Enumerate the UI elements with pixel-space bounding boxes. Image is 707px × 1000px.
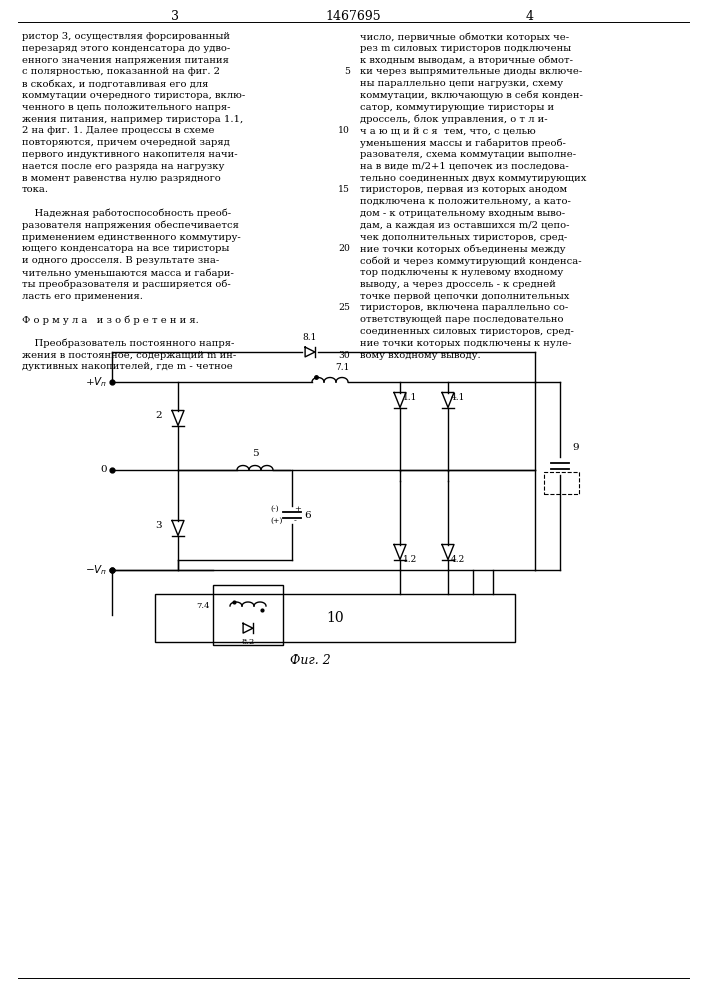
Text: уменьшения массы и габаритов преоб-: уменьшения массы и габаритов преоб- — [360, 138, 566, 148]
Text: ние точки которых объединены между: ние точки которых объединены между — [360, 244, 566, 254]
Text: ристор 3, осуществляя форсированный: ристор 3, осуществляя форсированный — [22, 32, 230, 41]
Text: 1467695: 1467695 — [325, 9, 381, 22]
Text: коммутации очередного тиристора, вклю-: коммутации очередного тиристора, вклю- — [22, 91, 245, 100]
Text: ние точки которых подключены к нуле-: ние точки которых подключены к нуле- — [360, 339, 571, 348]
Text: 10: 10 — [326, 611, 344, 625]
Text: тельно соединенных двух коммутирующих: тельно соединенных двух коммутирующих — [360, 174, 586, 183]
Text: 9: 9 — [572, 444, 578, 452]
Text: 8.1: 8.1 — [303, 333, 317, 342]
Text: дам, а каждая из оставшихся m/2 цепо-: дам, а каждая из оставшихся m/2 цепо- — [360, 221, 570, 230]
Text: жения питания, например тиристора 1.1,: жения питания, например тиристора 1.1, — [22, 115, 243, 124]
Text: тор подключены к нулевому входному: тор подключены к нулевому входному — [360, 268, 563, 277]
Text: енного значения напряжения питания: енного значения напряжения питания — [22, 56, 229, 65]
Text: к входным выводам, а вторичные обмот-: к входным выводам, а вторичные обмот- — [360, 56, 573, 65]
Text: +: + — [294, 505, 301, 513]
Text: рез m силовых тиристоров подключены: рез m силовых тиристоров подключены — [360, 44, 571, 53]
Text: 5: 5 — [344, 67, 350, 76]
Text: применением единственного коммутиру-: применением единственного коммутиру- — [22, 233, 241, 242]
Text: дроссель, блок управления, о т л и-: дроссель, блок управления, о т л и- — [360, 115, 548, 124]
Text: 2 на фиг. 1. Далее процессы в схеме: 2 на фиг. 1. Далее процессы в схеме — [22, 126, 214, 135]
Text: в момент равенства нулю разрядного: в момент равенства нулю разрядного — [22, 174, 221, 183]
Text: 3: 3 — [171, 9, 179, 22]
Text: $-V_п$: $-V_п$ — [85, 563, 107, 577]
Text: ч а ю щ и й с я  тем, что, с целью: ч а ю щ и й с я тем, что, с целью — [360, 126, 536, 135]
Text: Надежная работоспособность преоб-: Надежная работоспособность преоб- — [22, 209, 231, 219]
Text: выводу, а через дроссель - к средней: выводу, а через дроссель - к средней — [360, 280, 556, 289]
Text: 3: 3 — [156, 520, 162, 530]
Bar — [155, 594, 515, 642]
Text: первого индуктивного накопителя начи-: первого индуктивного накопителя начи- — [22, 150, 238, 159]
Text: Преобразователь постоянного напря-: Преобразователь постоянного напря- — [22, 339, 235, 348]
Text: ны параллельно цепи нагрузки, схему: ны параллельно цепи нагрузки, схему — [360, 79, 563, 88]
Text: точке первой цепочки дополнительных: точке первой цепочки дополнительных — [360, 292, 569, 301]
Text: тиристоров, первая из которых анодом: тиристоров, первая из которых анодом — [360, 185, 567, 194]
Text: разователя, схема коммутации выполне-: разователя, схема коммутации выполне- — [360, 150, 576, 159]
Text: 4.2: 4.2 — [451, 555, 465, 564]
Text: 6: 6 — [304, 510, 310, 520]
Text: 15: 15 — [338, 185, 350, 194]
Text: (-): (-) — [270, 505, 279, 513]
Text: 4.1: 4.1 — [451, 392, 465, 401]
Text: 5: 5 — [252, 449, 258, 458]
Text: (+): (+) — [270, 517, 282, 525]
Text: соединенных силовых тиристоров, сред-: соединенных силовых тиристоров, сред- — [360, 327, 574, 336]
Text: 25: 25 — [338, 303, 350, 312]
Text: тиристоров, включена параллельно со-: тиристоров, включена параллельно со- — [360, 303, 568, 312]
Text: 7.1: 7.1 — [335, 363, 349, 372]
Text: +$V_п$: +$V_п$ — [85, 375, 107, 389]
Text: 20: 20 — [338, 244, 350, 253]
Text: чительно уменьшаются масса и габари-: чительно уменьшаются масса и габари- — [22, 268, 234, 277]
Text: собой и через коммутирующий конденса-: собой и через коммутирующий конденса- — [360, 256, 582, 266]
Text: чек дополнительных тиристоров, сред-: чек дополнительных тиристоров, сред- — [360, 233, 567, 242]
Text: ответствующей паре последовательно: ответствующей паре последовательно — [360, 315, 563, 324]
Text: Фиг. 2: Фиг. 2 — [290, 654, 330, 666]
Text: с полярностью, показанной на фиг. 2: с полярностью, показанной на фиг. 2 — [22, 67, 220, 76]
Text: 2: 2 — [156, 410, 162, 420]
Text: 8.2: 8.2 — [241, 638, 255, 646]
Text: 4: 4 — [526, 9, 534, 22]
Text: нается после его разряда на нагрузку: нается после его разряда на нагрузку — [22, 162, 224, 171]
Text: дуктивных накопителей, где m - четное: дуктивных накопителей, где m - четное — [22, 362, 233, 371]
Text: жения в постоянное, содержащий m ин-: жения в постоянное, содержащий m ин- — [22, 351, 236, 360]
Text: ченного в цепь положительного напря-: ченного в цепь положительного напря- — [22, 103, 230, 112]
Text: дом - к отрицательному входным выво-: дом - к отрицательному входным выво- — [360, 209, 565, 218]
Text: 30: 30 — [338, 351, 350, 360]
Text: на в виде m/2+1 цепочек из последова-: на в виде m/2+1 цепочек из последова- — [360, 162, 568, 171]
Text: -: - — [294, 517, 297, 525]
Text: 10: 10 — [338, 126, 350, 135]
Text: Ф о р м у л а   и з о б р е т е н и я.: Ф о р м у л а и з о б р е т е н и я. — [22, 315, 199, 325]
Text: и одного дросселя. В результате зна-: и одного дросселя. В результате зна- — [22, 256, 219, 265]
Text: 7.4: 7.4 — [197, 602, 210, 610]
Text: подключена к положительному, а като-: подключена к положительному, а като- — [360, 197, 571, 206]
Bar — [544, 472, 579, 494]
Text: ласть его применения.: ласть его применения. — [22, 292, 143, 301]
Text: ки через выпрямительные диоды включе-: ки через выпрямительные диоды включе- — [360, 67, 583, 76]
Text: вому входному выводу.: вому входному выводу. — [360, 351, 481, 360]
Text: 1.2: 1.2 — [403, 555, 417, 564]
Text: ющего конденсатора на все тиристоры: ющего конденсатора на все тиристоры — [22, 244, 229, 253]
Text: коммутации, включающую в себя конден-: коммутации, включающую в себя конден- — [360, 91, 583, 101]
Text: ты преобразователя и расширяется об-: ты преобразователя и расширяется об- — [22, 280, 230, 289]
Text: 0: 0 — [100, 466, 107, 475]
Text: повторяются, причем очередной заряд: повторяются, причем очередной заряд — [22, 138, 230, 147]
Text: перезаряд этого конденсатора до удво-: перезаряд этого конденсатора до удво- — [22, 44, 230, 53]
Text: 1.1: 1.1 — [403, 392, 417, 401]
Text: разователя напряжения обеспечивается: разователя напряжения обеспечивается — [22, 221, 239, 230]
Text: в скобках, и подготавливая его для: в скобках, и подготавливая его для — [22, 79, 209, 88]
Bar — [213, 585, 283, 645]
Text: тока.: тока. — [22, 185, 49, 194]
Text: число, первичные обмотки которых че-: число, первичные обмотки которых че- — [360, 32, 569, 41]
Text: сатор, коммутирующие тиристоры и: сатор, коммутирующие тиристоры и — [360, 103, 554, 112]
